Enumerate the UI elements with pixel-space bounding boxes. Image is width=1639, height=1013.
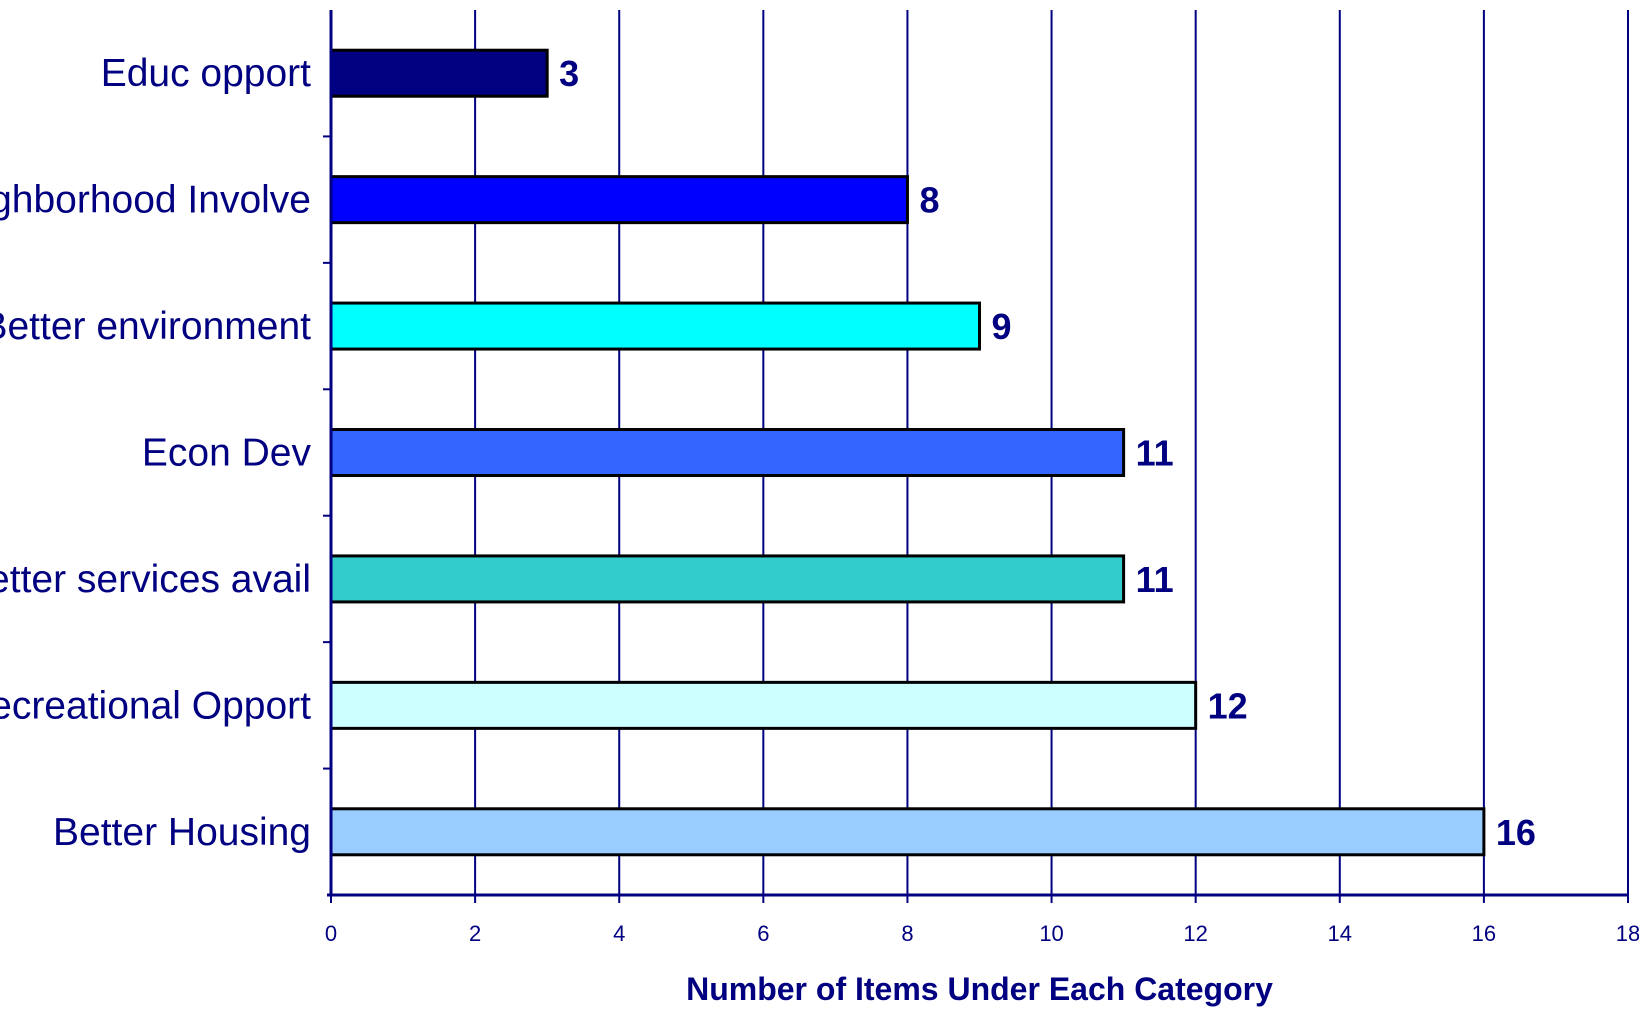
bars <box>329 48 1486 857</box>
value-label: 3 <box>559 53 579 94</box>
x-tick-label: 18 <box>1616 921 1639 946</box>
category-label: Econ Dev <box>142 432 312 475</box>
x-tick-label: 16 <box>1472 921 1496 946</box>
x-axis-title: Number of Items Under Each Category <box>686 971 1273 1007</box>
x-tick-label: 10 <box>1039 921 1063 946</box>
category-label: Recreational Opport <box>0 684 311 727</box>
axes <box>323 10 1629 903</box>
category-label: Better Housing <box>53 811 311 854</box>
value-label: 12 <box>1208 685 1248 726</box>
x-tick-label: 2 <box>469 921 481 946</box>
bar-econ-dev <box>329 428 1126 477</box>
category-label: Better services avail <box>0 558 311 601</box>
labels: 0 2 4 6 8 10 12 14 16 18 Educ opport 3 Neighborhood … <box>0 52 1639 946</box>
category-label: Educ opport <box>101 52 311 95</box>
x-tick-label: 6 <box>757 921 769 946</box>
x-tick-label: 12 <box>1183 921 1207 946</box>
value-label: 11 <box>1136 433 1174 474</box>
x-tick-label: 14 <box>1328 921 1352 946</box>
x-tick-label: 8 <box>901 921 913 946</box>
value-label: 8 <box>919 180 939 221</box>
category-label: Better environment <box>0 305 311 348</box>
value-label: 9 <box>992 306 1012 347</box>
bar-better-services-avail <box>329 554 1126 604</box>
bar-neighborhood-involve <box>329 175 909 225</box>
bar-educ-opport <box>329 48 549 98</box>
bar-better-environment <box>329 301 981 351</box>
category-label: Neighborhood Involve <box>0 179 311 222</box>
x-tick-label: 0 <box>325 921 337 946</box>
x-tick-label: 4 <box>613 921 625 946</box>
bar-recreational-opport <box>329 680 1198 730</box>
bar-better-housing <box>329 807 1486 857</box>
value-label: 16 <box>1496 812 1536 853</box>
value-label: 11 <box>1136 559 1174 600</box>
